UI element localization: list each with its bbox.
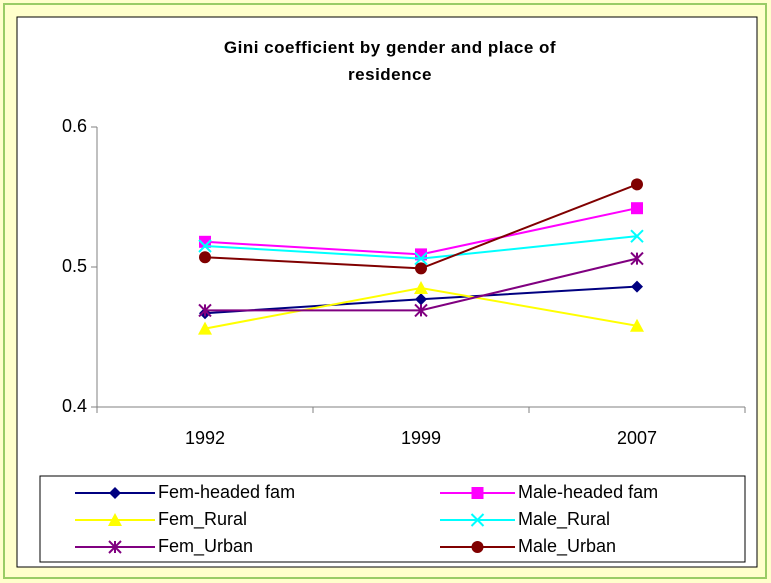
legend-label: Fem_Urban [158, 536, 253, 557]
legend-label: Fem-headed fam [158, 482, 295, 502]
data-point [631, 202, 643, 215]
data-point [631, 280, 643, 293]
data-point [630, 251, 644, 266]
x-tick-label: 1999 [401, 428, 441, 448]
data-point [415, 262, 427, 275]
data-point [630, 318, 644, 332]
legend-marker [471, 487, 484, 499]
legend-box [39, 475, 746, 563]
legend-marker [108, 513, 122, 526]
data-point [198, 239, 212, 253]
legend-marker [470, 513, 485, 527]
data-point [630, 229, 644, 243]
legend-marker [108, 540, 122, 554]
y-tick-label: 0.5 [62, 256, 87, 276]
data-point [414, 281, 428, 294]
legend-label: Male-headed fam [518, 482, 658, 502]
data-point [199, 251, 211, 264]
outer-border [3, 3, 767, 579]
data-point [198, 321, 212, 335]
data-point [415, 293, 427, 306]
legend-label: Male_Urban [518, 536, 616, 557]
chart-area [16, 16, 758, 568]
chart-title: Gini coefficient by gender and place of … [223, 38, 557, 84]
data-point [199, 235, 211, 248]
x-tick-label: 1992 [185, 428, 225, 448]
data-point [414, 251, 428, 266]
data-point [414, 303, 428, 318]
y-tick-label: 0.6 [62, 116, 87, 136]
data-point [198, 303, 212, 318]
x-tick-label: 2007 [617, 428, 657, 448]
legend-label: Fem_Rural [158, 509, 247, 530]
legend-marker [109, 487, 121, 499]
y-tick-label: 0.4 [62, 396, 87, 416]
legend-label: Male_Rural [518, 509, 610, 530]
data-point [631, 178, 643, 191]
legend-marker [471, 541, 484, 553]
